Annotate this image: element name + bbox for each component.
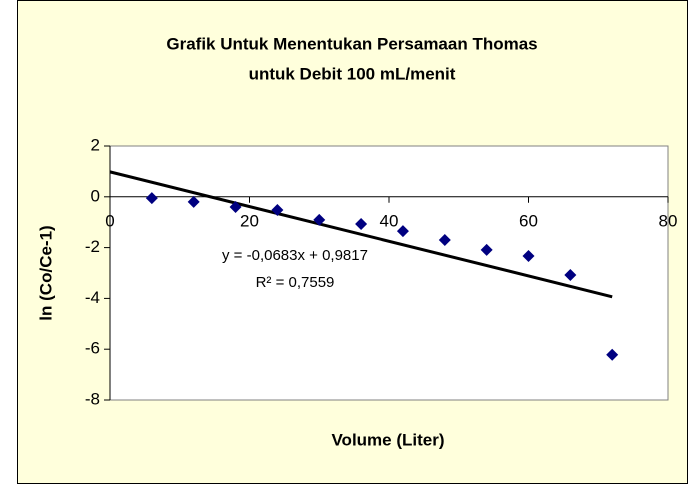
y-tick-label: -2 [85, 237, 100, 256]
plot-area [109, 145, 669, 401]
x-tick-label: 60 [519, 211, 538, 230]
y-tick-label: -6 [85, 339, 100, 358]
y-tick-label: -4 [85, 288, 100, 307]
y-tick-label: 0 [91, 186, 100, 205]
x-axis-label: Volume (Liter) [331, 430, 444, 449]
data-point [145, 192, 158, 205]
y-tick-label: 2 [91, 135, 100, 154]
chart-title: untuk Debit 100 mL/menit [249, 64, 456, 83]
data-point [187, 195, 200, 208]
trendline [109, 170, 613, 299]
x-tick-label: 40 [380, 211, 399, 230]
data-point [229, 200, 242, 213]
x-tick-label: 80 [659, 211, 678, 230]
data-point [606, 348, 619, 361]
data-point [355, 217, 368, 230]
y-axis-label: ln (Co/Ce-1) [36, 225, 55, 320]
data-point [396, 225, 409, 238]
data-point [271, 204, 284, 217]
data-point [522, 249, 535, 262]
y-tick-label: -8 [85, 389, 100, 408]
trendline-equation: y = -0,0683x + 0,9817 [222, 247, 368, 264]
data-point [480, 243, 493, 256]
chart-title: Grafik Untuk Menentukan Persamaan Thomas [166, 34, 537, 53]
data-point [438, 233, 451, 246]
data-point [313, 213, 326, 226]
trendline-r2: R² = 0,7559 [256, 274, 335, 291]
x-tick-label: 20 [240, 211, 259, 230]
x-tick-label: 0 [105, 211, 114, 230]
data-point [564, 269, 577, 282]
